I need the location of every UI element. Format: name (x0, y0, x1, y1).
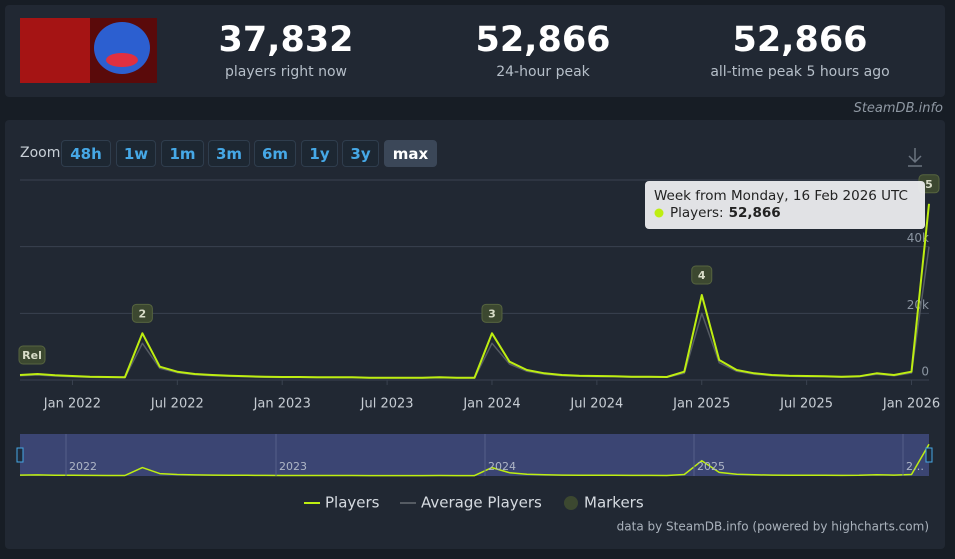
zoom-button[interactable]: 48h (61, 140, 111, 167)
tooltip-label: Players: (670, 205, 724, 221)
y-tick-label: 40k (907, 231, 929, 245)
x-tick-label: Jul 2023 (360, 397, 414, 412)
watermark: SteamDB.info (853, 101, 943, 116)
tooltip-body: Players: 52,866 (670, 205, 781, 221)
marker-badge (691, 265, 713, 285)
legend-label: Players (325, 494, 380, 512)
zoom-button[interactable]: 1y (301, 140, 338, 167)
x-tick-label: Jan 2026 (882, 397, 940, 412)
x-tick-label: Jul 2024 (569, 397, 623, 412)
marker-label: Rel (22, 349, 42, 362)
zoom-button[interactable]: 1w (116, 140, 156, 167)
stat-label: all-time peak 5 hours ago (710, 64, 890, 80)
marker-label: 5 (925, 178, 933, 191)
x-tick-label: Jul 2025 (779, 397, 833, 412)
series-line (19, 203, 930, 379)
zoom-button[interactable]: 3m (208, 140, 250, 167)
navigator-label: 2024 (488, 460, 516, 473)
credits: data by SteamDB.info (powered by highcha… (617, 520, 929, 534)
zoom-label: Zoom (20, 145, 61, 161)
x-tick-label: Jan 2023 (253, 397, 311, 412)
navigator-label: 2… (906, 460, 924, 473)
x-tick-label: Jul 2022 (150, 397, 204, 412)
zoom-button[interactable]: 3y (342, 140, 379, 167)
marker-badge (481, 303, 503, 323)
stat-value: 52,866 (732, 20, 868, 60)
tooltip-dot (654, 208, 664, 218)
stat-value: 52,866 (475, 20, 611, 60)
navigator-label: 2025 (697, 460, 725, 473)
stat: 52,866 all-time peak 5 hours ago (680, 20, 920, 80)
tooltip-value: 52,866 (729, 205, 781, 221)
legend-label: Average Players (421, 494, 542, 512)
tooltip-box (645, 181, 925, 229)
marker-label: 4 (698, 269, 706, 282)
stats-panel (5, 5, 945, 97)
x-tick-label: Jan 2025 (672, 397, 730, 412)
marker-badge (131, 303, 153, 323)
stat: 37,832 players right now (166, 20, 406, 80)
marker-badge (18, 345, 46, 365)
legend-marker-swatch (564, 496, 578, 510)
zoom-button[interactable]: 1m (161, 140, 204, 167)
x-tick-label: Jan 2022 (43, 397, 101, 412)
download-icon[interactable] (908, 148, 922, 167)
navigator-handle (16, 447, 24, 463)
navigator-label: 2022 (69, 460, 97, 473)
stat-value: 37,832 (218, 20, 354, 60)
legend-label: Markers (584, 494, 644, 512)
stat-label: 24-hour peak (496, 64, 590, 80)
stat-label: players right now (225, 64, 347, 80)
x-tick-label: Jan 2024 (462, 397, 520, 412)
navigator-bg (20, 434, 929, 476)
navigator-label: 2023 (279, 460, 307, 473)
marker-label: 3 (488, 307, 496, 320)
navigator-handle (925, 447, 933, 463)
marker-label: 2 (139, 307, 147, 320)
zoom-button[interactable]: max (384, 140, 437, 167)
zoom-button[interactable]: 6m (254, 140, 296, 167)
navigator-line (19, 443, 930, 477)
y-tick-label: 0 (921, 365, 929, 379)
tooltip-title: Week from Monday, 16 Feb 2026 UTC (654, 188, 908, 204)
stat: 52,866 24-hour peak (423, 20, 663, 80)
